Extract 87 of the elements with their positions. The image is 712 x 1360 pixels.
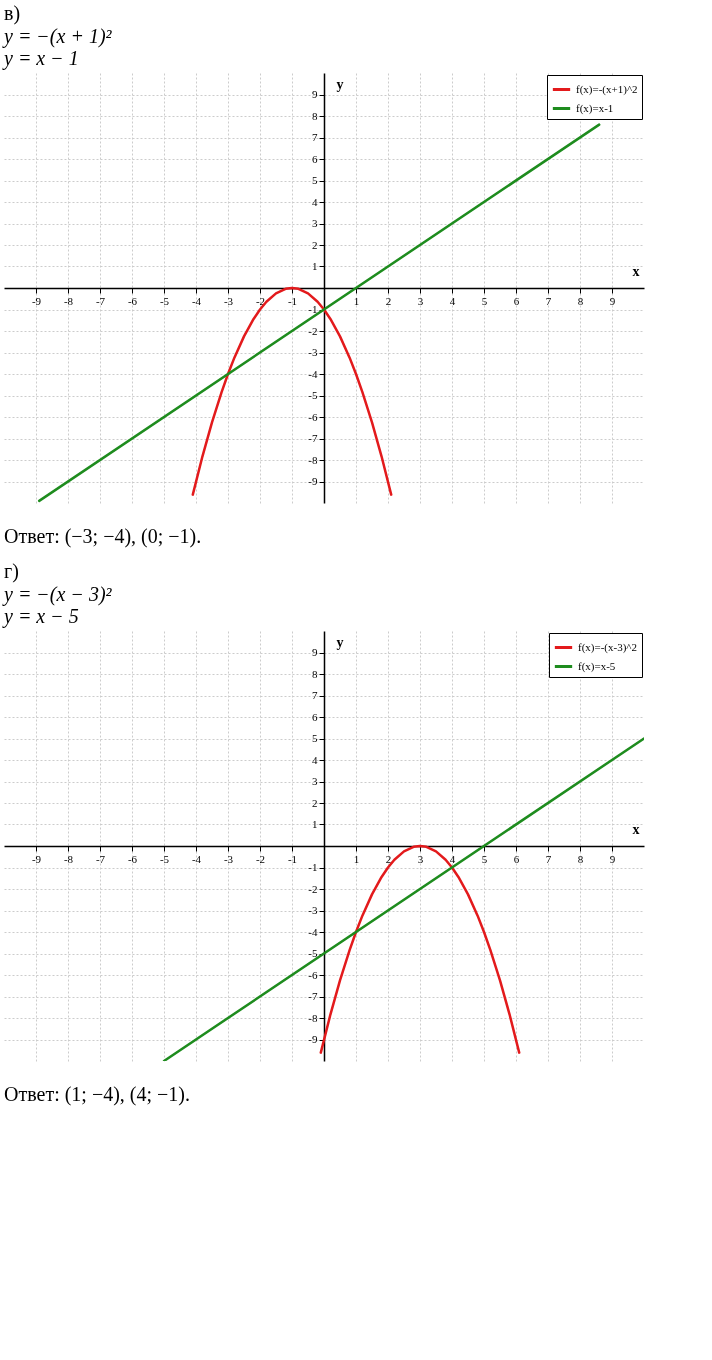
x-tick-label: -7 <box>95 852 106 865</box>
y-tick-label: 1 <box>312 260 318 272</box>
x-tick-label: 9 <box>609 852 616 865</box>
y-tick-label: 6 <box>312 710 318 723</box>
chart-title: в) <box>4 2 21 25</box>
line-series <box>191 286 393 496</box>
y-axis-title: y <box>336 634 344 650</box>
x-tick-label: -2 <box>255 852 266 865</box>
line-series <box>319 844 521 1054</box>
x-tick-label: -3 <box>223 294 234 307</box>
y-tick-label: 7 <box>312 689 318 701</box>
y-tick-label: 4 <box>312 753 318 766</box>
y-tick-label: 3 <box>312 217 318 229</box>
x-tick-label: 9 <box>609 294 616 307</box>
y-tick-label: 9 <box>312 646 318 658</box>
y-tick-label: -2 <box>308 324 318 337</box>
x-tick-label: -9 <box>31 294 42 307</box>
x-tick-label: 7 <box>545 852 552 865</box>
x-tick-label: -8 <box>63 294 74 307</box>
y-tick-label: -2 <box>308 882 318 895</box>
x-tick-label: 7 <box>545 294 552 307</box>
legend-label: f(x)=-(x-3)^2 <box>578 640 638 654</box>
y-tick-label: 8 <box>312 667 318 680</box>
y-tick-label: -1 <box>308 303 318 315</box>
y-tick-label: 1 <box>312 818 318 830</box>
text: Ответ: (−3; −4), (0; −1). <box>3 524 203 550</box>
y-tick-label: -8 <box>308 1011 318 1024</box>
y-tick-label: -9 <box>308 1033 318 1045</box>
y-tick-label: 8 <box>312 109 318 122</box>
y-tick-label: -5 <box>308 947 318 959</box>
x-tick-label: -1 <box>287 294 298 307</box>
y-tick-label: 5 <box>312 174 318 186</box>
x-axis-title: x <box>632 821 640 837</box>
x-tick-label: 3 <box>417 294 424 307</box>
y-tick-label: 2 <box>312 238 318 251</box>
y-axis-title: y <box>336 76 344 92</box>
y-tick-label: 4 <box>312 195 318 208</box>
x-tick-label: -9 <box>31 852 42 865</box>
x-tick-label: 4 <box>449 852 456 865</box>
x-tick-label: -6 <box>127 294 138 307</box>
x-tick-label: -4 <box>191 294 202 307</box>
legend-label: f(x)=-(x+1)^2 <box>576 82 638 96</box>
y-tick-label: 7 <box>312 131 318 143</box>
y-tick-label: -4 <box>308 367 318 380</box>
y-tick-label: -4 <box>308 925 318 938</box>
x-tick-label: 5 <box>481 294 488 307</box>
x-tick-label: -1 <box>287 852 298 865</box>
y-tick-label: -6 <box>308 968 318 981</box>
y-tick-label: -8 <box>308 453 318 466</box>
y-tick-label: -6 <box>308 410 318 423</box>
x-tick-label: 6 <box>513 852 520 865</box>
x-tick-label: -5 <box>159 852 170 865</box>
x-tick-label: 4 <box>449 294 456 307</box>
y-tick-label: -3 <box>308 346 318 358</box>
x-tick-label: 6 <box>513 294 520 307</box>
x-tick-label: -5 <box>159 294 170 307</box>
y-tick-label: -7 <box>308 990 318 1002</box>
y-tick-label: 6 <box>312 152 318 165</box>
x-tick-label: -3 <box>223 852 234 865</box>
y-tick-label: 3 <box>312 775 318 787</box>
x-tick-label: 5 <box>481 852 488 865</box>
legend-label: f(x)=x-5 <box>578 659 616 673</box>
x-tick-label: 1 <box>353 852 360 865</box>
y-tick-label: -9 <box>308 475 318 487</box>
x-tick-label: 8 <box>577 294 584 307</box>
y-tick-label: -7 <box>308 432 318 444</box>
y-tick-label: -3 <box>308 904 318 916</box>
x-tick-label: -4 <box>191 852 202 865</box>
text: Ответ: (1; −4), (4; −1). <box>3 1082 191 1108</box>
x-tick-label: 8 <box>577 852 584 865</box>
chart-subtitle: y = −(x − 3)² y = x − 5 <box>2 583 113 628</box>
y-tick-label: 2 <box>312 796 318 809</box>
x-tick-label: -7 <box>95 294 106 307</box>
x-tick-label: 2 <box>385 852 392 865</box>
x-tick-label: 2 <box>385 294 392 307</box>
x-axis-title: x <box>632 263 640 279</box>
x-tick-label: 1 <box>353 294 360 307</box>
chart-title: г) <box>4 560 19 583</box>
y-tick-label: 5 <box>312 732 318 744</box>
y-tick-label: 9 <box>312 88 318 100</box>
x-tick-label: -6 <box>127 852 138 865</box>
x-tick-label: -8 <box>63 852 74 865</box>
legend-label: f(x)=x-1 <box>576 101 614 115</box>
chart-subtitle: y = −(x + 1)² y = x − 1 <box>2 25 113 70</box>
x-tick-label: 3 <box>417 852 424 865</box>
y-tick-label: -1 <box>308 861 318 873</box>
y-tick-label: -5 <box>308 389 318 401</box>
